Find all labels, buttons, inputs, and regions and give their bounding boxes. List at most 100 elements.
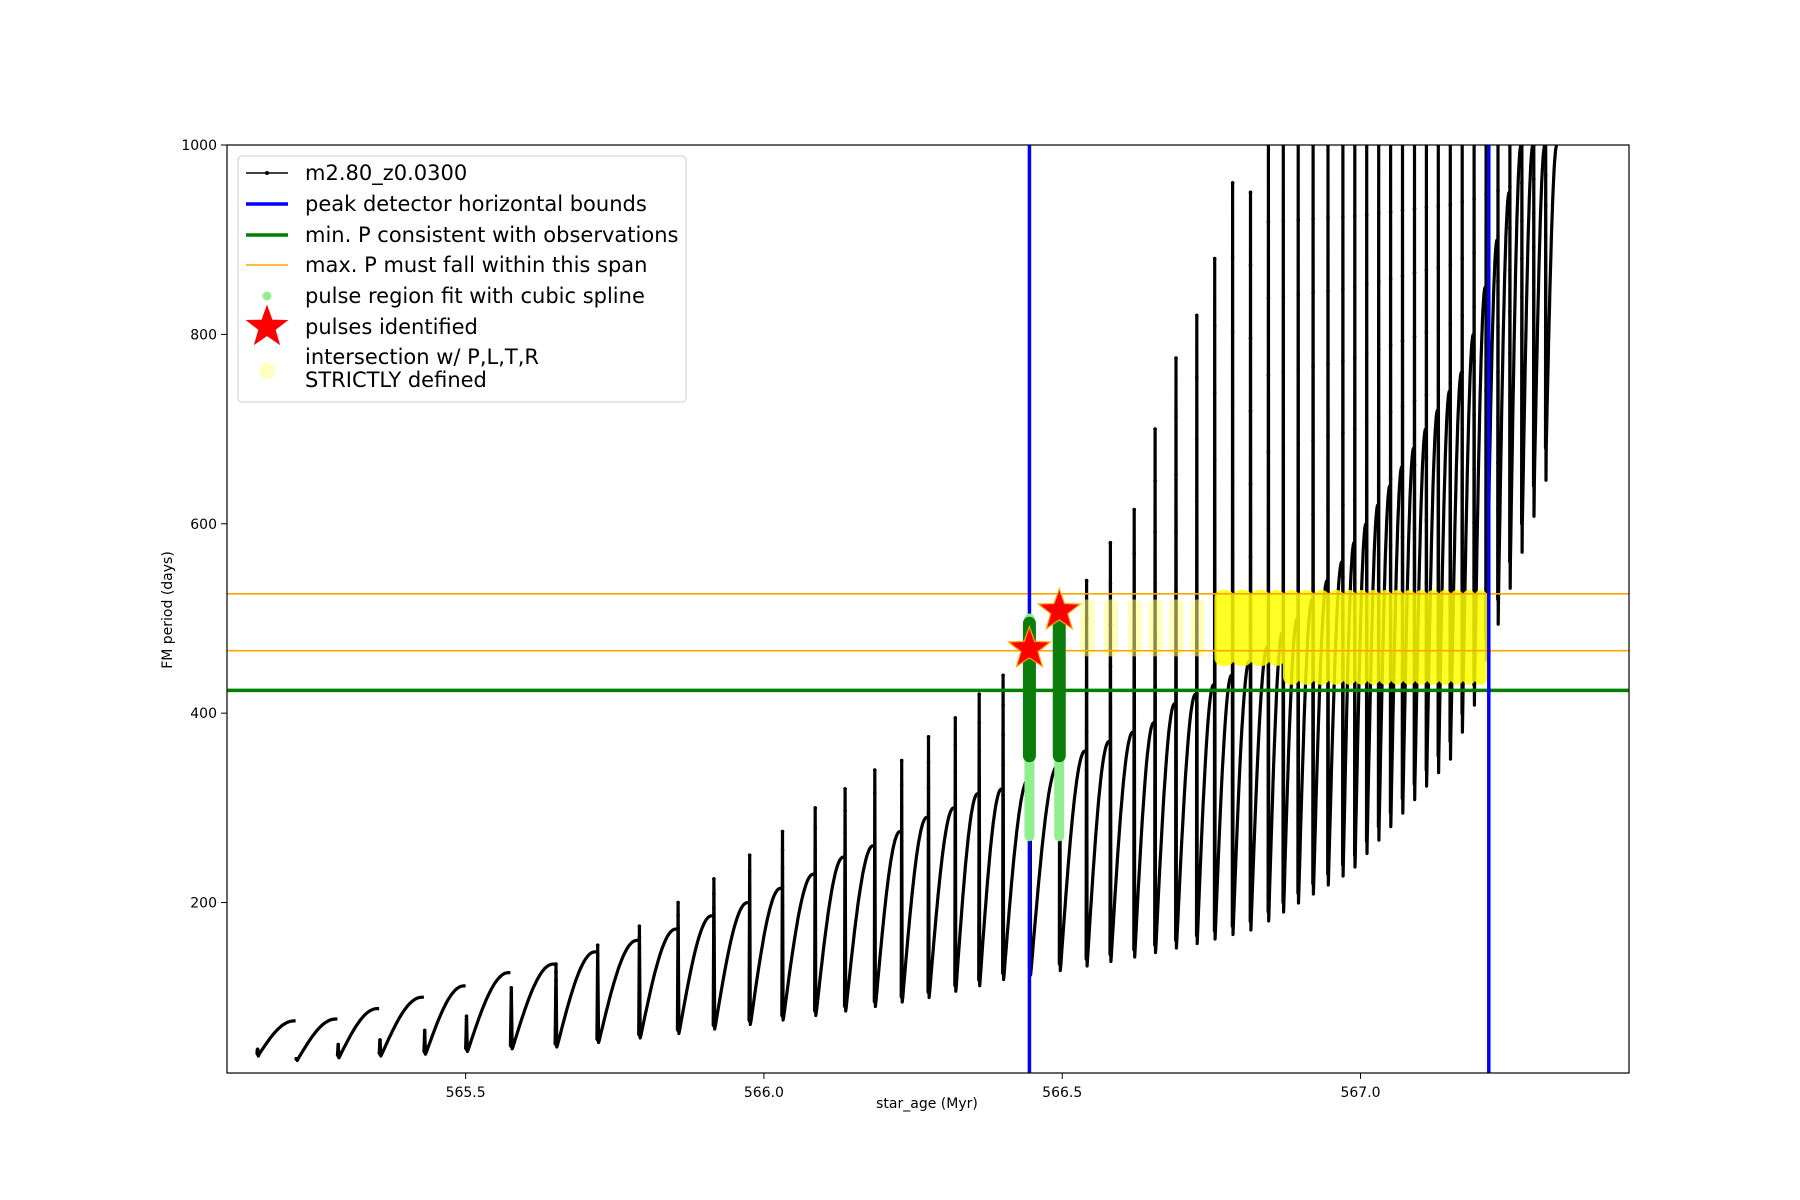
model-track-marker xyxy=(1132,772,1136,776)
model-track-marker xyxy=(1532,279,1536,284)
model-track-marker xyxy=(1424,580,1429,585)
model-track-marker xyxy=(1084,730,1089,734)
model-track-marker xyxy=(1520,446,1524,450)
model-track-marker xyxy=(1496,597,1500,602)
model-track-marker xyxy=(1153,427,1157,431)
model-track-markers-10 xyxy=(637,924,642,1037)
model-track-markers-4 xyxy=(378,1038,382,1056)
model-track-marker xyxy=(1388,477,1393,481)
model-track-marker xyxy=(1353,569,1357,573)
model-track-marker xyxy=(873,977,877,981)
model-track-marker xyxy=(1001,941,1005,946)
model-track-marker xyxy=(977,749,981,754)
model-track-marker xyxy=(1543,446,1548,450)
model-track-marker xyxy=(1484,537,1488,541)
model-track-marker xyxy=(873,861,877,865)
model-track-marker xyxy=(899,806,904,810)
model-track-marker xyxy=(1376,211,1381,215)
model-track-marker xyxy=(899,995,904,999)
legend-handle-5 xyxy=(262,291,272,301)
model-track-cycle-32 xyxy=(1230,181,1252,937)
intersection-band xyxy=(1214,590,1235,666)
model-track-cycle-3 xyxy=(335,1007,380,1060)
model-track-cycle-7 xyxy=(508,962,556,1051)
legend-label-7-line2: STRICTLY defined xyxy=(305,368,487,392)
model-track-markers-12 xyxy=(712,877,716,1028)
model-track-marker xyxy=(712,877,716,881)
model-track-marker xyxy=(926,939,931,944)
model-track-marker xyxy=(953,742,958,747)
intersection-band xyxy=(1354,590,1369,685)
intersection-band xyxy=(1450,590,1464,685)
model-track-marker xyxy=(873,837,877,842)
model-track-marker xyxy=(977,892,981,897)
model-track-marker xyxy=(554,994,558,999)
model-track-marker xyxy=(1058,929,1062,934)
model-track-marker xyxy=(712,994,716,999)
model-track-marker xyxy=(1424,768,1429,772)
model-track-marker xyxy=(1424,393,1429,397)
model-track-marker xyxy=(1341,862,1345,867)
intersection-faint-mark xyxy=(1148,599,1163,657)
model-track-marker xyxy=(637,989,642,994)
model-track-marker xyxy=(1376,552,1381,556)
model-track-marker xyxy=(1296,816,1300,821)
model-track-marker xyxy=(780,995,785,1000)
model-track-marker xyxy=(1281,825,1286,829)
model-track-marker xyxy=(1230,255,1235,259)
model-track-marker xyxy=(1341,575,1345,579)
model-track-marker xyxy=(1001,763,1005,767)
model-track-markers-17 xyxy=(873,768,877,1004)
model-track-marker xyxy=(1195,499,1199,504)
model-track-marker xyxy=(1001,852,1005,857)
x-tick-label: 566.0 xyxy=(744,1085,784,1101)
model-track-marker xyxy=(873,930,877,935)
model-track-marker xyxy=(1508,226,1512,231)
model-track-marker xyxy=(509,991,514,996)
model-track-marker xyxy=(1520,181,1524,185)
model-track-marker xyxy=(1484,340,1488,344)
model-track-marker xyxy=(747,1002,752,1007)
model-track-marker xyxy=(676,1003,680,1007)
model-track-marker xyxy=(1212,256,1217,261)
model-track-marker xyxy=(1436,326,1441,331)
model-track-marker xyxy=(1460,313,1464,318)
model-track-marker xyxy=(1543,355,1548,359)
model-track-marker xyxy=(1296,891,1300,895)
model-track-marker xyxy=(1248,846,1253,851)
intersection-band xyxy=(1282,590,1300,685)
model-track-marker xyxy=(1460,540,1464,545)
model-track-marker xyxy=(843,874,847,878)
model-track-marker xyxy=(1472,413,1476,417)
model-track-marker xyxy=(464,1037,469,1042)
model-track-marker xyxy=(1296,517,1300,521)
model-track-marker xyxy=(1388,276,1393,281)
model-track-marker xyxy=(595,971,600,976)
model-track-marker xyxy=(1341,718,1345,723)
model-track-marker xyxy=(1364,212,1369,217)
model-track-marker xyxy=(747,853,752,857)
model-track-marker xyxy=(1448,501,1453,505)
model-track-marker xyxy=(813,968,817,973)
model-track-marker xyxy=(464,1047,469,1052)
model-track-marker xyxy=(1484,290,1488,295)
model-track-marker xyxy=(712,891,716,896)
model-track-marker xyxy=(1153,478,1157,483)
model-track-marker xyxy=(255,1047,260,1052)
model-track-marker xyxy=(1448,441,1453,446)
model-track-markers-2 xyxy=(294,1057,299,1061)
model-track-cycle-5 xyxy=(422,984,466,1056)
model-track-marker xyxy=(1326,216,1330,220)
model-track-marker xyxy=(637,1022,642,1026)
plot-clip-group xyxy=(227,145,1629,1073)
model-track-marker xyxy=(1230,775,1235,780)
model-track-cycle-37 xyxy=(1311,145,1329,896)
model-track-marker xyxy=(1412,207,1417,211)
model-track-marker xyxy=(977,864,981,868)
model-track-marker xyxy=(1132,904,1136,908)
model-track-marker xyxy=(1341,503,1345,507)
model-track-marker xyxy=(873,1000,877,1004)
model-track-marker xyxy=(1424,205,1429,210)
model-track-marker xyxy=(1496,506,1500,511)
model-track-marker xyxy=(1508,393,1512,397)
